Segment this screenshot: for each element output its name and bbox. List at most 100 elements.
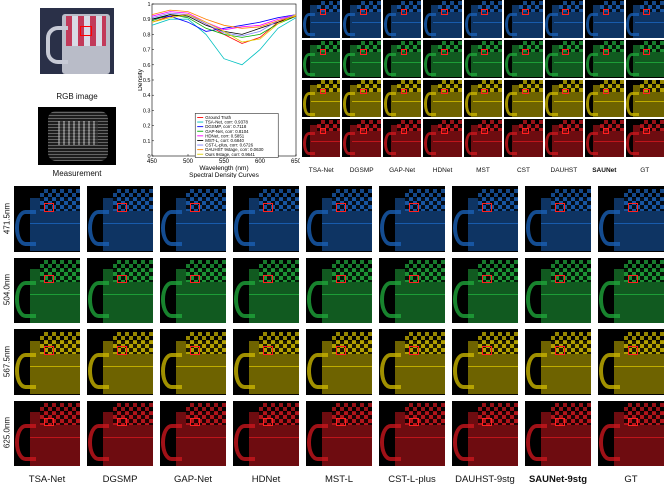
series-line — [151, 11, 297, 31]
comparison-image — [379, 400, 445, 466]
comparison-image — [379, 329, 445, 395]
comparison-image — [525, 400, 591, 466]
comparison-image — [306, 257, 372, 323]
bottom-method-label: DAUHST-9stg — [455, 474, 515, 485]
wavelength-labels: 471.5nm 504.0nm 567.5nm 625.0nm — [0, 186, 14, 466]
comparison-image — [598, 257, 664, 323]
legend-entry: CST-L-plus, corr: 0.6726 — [205, 143, 253, 148]
top-thumbnail-grid — [302, 0, 664, 157]
top-thumbnail — [625, 119, 664, 157]
comparison-image — [233, 257, 299, 323]
measurement-label: Measurement — [52, 169, 102, 178]
legend-entry: Ground Truth — [205, 115, 231, 120]
comparison-image — [598, 186, 664, 252]
top-method-label: GT — [640, 167, 650, 174]
bottom-method-labels: TSA-Net DGSMP GAP-Net HDNet MST-L CST-L-plus D… — [14, 474, 664, 488]
chart-title: Spectral Density Curves — [189, 172, 259, 178]
comparison-image — [525, 186, 591, 252]
top-method-label: CST — [516, 167, 530, 174]
top-thumbnail — [463, 119, 503, 157]
top-thumbnail — [544, 0, 584, 38]
legend-entry: DAUHST 9stage, corr: 0.0630 — [205, 147, 264, 152]
top-thumbnail — [302, 0, 341, 38]
bottom-method-label: SAUNet-9stg — [528, 474, 588, 485]
rgb-image-label: RGB image — [56, 92, 98, 101]
comparison-image — [525, 257, 591, 323]
top-thumbnail — [342, 119, 381, 157]
top-thumbnail — [625, 79, 664, 118]
bottom-method-label: GT — [624, 474, 638, 485]
top-thumbnail — [585, 119, 624, 157]
y-tick-label: 0.5 — [143, 78, 151, 84]
legend-entry: GAP-Net, corr: 0.8104 — [205, 129, 249, 134]
series-line — [151, 14, 297, 32]
comparison-image — [452, 400, 518, 466]
top-thumbnail — [463, 0, 503, 38]
top-method-label: SAUNet — [592, 167, 617, 174]
measurement-image — [38, 107, 116, 165]
comparison-image — [14, 329, 80, 395]
x-axis-label: Wavelength (nm) — [199, 165, 248, 172]
comparison-image — [87, 329, 153, 395]
top-thumbnail — [463, 79, 503, 118]
series-line — [151, 9, 297, 29]
wavelength-label: 567.5nm — [2, 345, 12, 377]
y-tick-label: 0.1 — [143, 139, 151, 145]
top-method-label: HDNet — [432, 167, 453, 174]
top-method-labels: TSA-Net DGSMP GAP-Net HDNet MST CST DAUHST SAUN… — [302, 167, 664, 179]
rgb-image — [40, 8, 114, 74]
comparison-image — [14, 186, 80, 252]
x-tick-label: 500 — [183, 159, 194, 165]
bottom-method-label: DGSMP — [102, 474, 138, 485]
y-tick-label: 0.7 — [143, 48, 151, 54]
bottom-method-label: MST-L — [325, 474, 353, 485]
wavelength-label: 625.0nm — [2, 417, 12, 449]
comparison-image — [598, 329, 664, 395]
comparison-image — [160, 329, 226, 395]
comparison-image — [452, 186, 518, 252]
top-method-label: DAUHST — [550, 167, 578, 174]
top-thumbnail — [544, 119, 584, 157]
top-thumbnail — [504, 39, 543, 78]
comparison-image — [160, 186, 226, 252]
top-method-label: GAP-Net — [389, 167, 416, 174]
top-thumbnail — [504, 119, 543, 157]
top-thumbnail — [423, 79, 462, 118]
x-tick-label: 550 — [219, 159, 230, 165]
top-thumbnail — [585, 39, 624, 78]
y-tick-label: 0.2 — [143, 124, 151, 130]
y-tick-label: 1 — [147, 2, 150, 8]
bottom-method-label: TSA-Net — [28, 474, 66, 485]
top-thumbnail — [504, 79, 543, 118]
comparison-image — [306, 329, 372, 395]
wavelength-label: 471.5nm — [2, 202, 12, 234]
series-line — [151, 17, 297, 66]
bottom-comparison-grid — [14, 186, 664, 466]
top-thumbnail — [302, 79, 341, 118]
top-thumbnail — [423, 0, 462, 38]
top-thumbnail — [423, 39, 462, 78]
top-thumbnail — [382, 119, 422, 157]
top-thumbnail — [382, 79, 422, 118]
top-thumbnail — [504, 0, 543, 38]
top-thumbnail — [302, 39, 341, 78]
comparison-image — [525, 329, 591, 395]
comparison-image — [598, 400, 664, 466]
top-thumbnail — [382, 39, 422, 78]
legend-entry: Ours 9stage, corr: 0.9641 — [205, 152, 255, 157]
x-tick-label: 600 — [255, 159, 266, 165]
series-line — [151, 12, 297, 37]
legend-entry: HDNet, corr: 0.5851 — [205, 133, 245, 138]
top-method-label: TSA-Net — [308, 167, 334, 174]
top-thumbnail — [585, 0, 624, 38]
bottom-method-label: CST-L-plus — [388, 474, 436, 485]
top-thumbnail — [625, 39, 664, 78]
legend-box — [194, 113, 279, 158]
y-tick-label: 0.6 — [143, 63, 151, 69]
top-thumbnail — [625, 0, 664, 38]
top-thumbnail — [544, 79, 584, 118]
comparison-image — [233, 400, 299, 466]
y-axis-label: Density — [138, 68, 144, 90]
comparison-image — [379, 257, 445, 323]
top-method-label: DGSMP — [349, 167, 374, 174]
